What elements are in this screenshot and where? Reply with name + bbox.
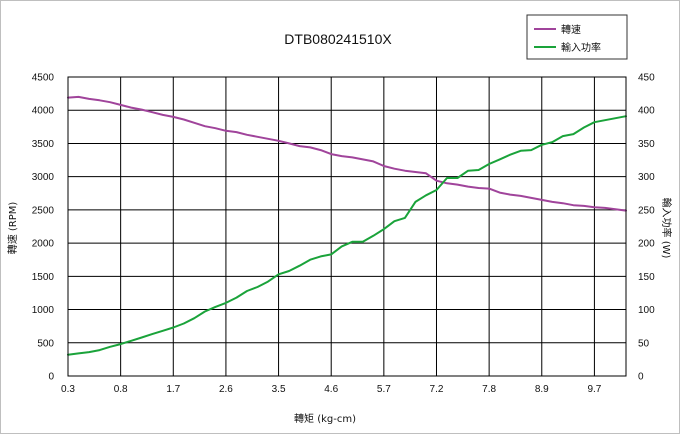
- series-layer: [67, 95, 627, 356]
- x-tick-label: 4.6: [324, 384, 338, 395]
- series-line-power: [67, 115, 627, 356]
- y-axis-right-title: 輸入功率 (W): [660, 198, 673, 259]
- x-tick-label: 3.5: [272, 384, 286, 395]
- y-right-tick-label: 400: [638, 106, 655, 117]
- y-right-tick-label: 0: [638, 372, 644, 383]
- y-right-tick-label: 100: [638, 305, 655, 316]
- series-line-speed: [67, 95, 627, 212]
- legend-box: [526, 14, 628, 60]
- grid: [67, 76, 626, 377]
- y-left-tick-label: 1500: [32, 272, 55, 283]
- x-tick-label: 0.3: [61, 384, 75, 395]
- plot-area: [68, 77, 626, 376]
- y-right-tick-label: 300: [638, 172, 655, 183]
- y-right-tick-label: 250: [638, 205, 655, 216]
- y-left-tick-label: 2000: [32, 239, 55, 250]
- legend-label-speed: 轉速: [561, 23, 581, 36]
- y-left-tick-label: 2500: [32, 205, 55, 216]
- x-tick-label: 9.7: [587, 384, 601, 395]
- y-right-tick-label: 50: [638, 338, 650, 349]
- legend-label-power: 輸入功率: [561, 41, 601, 54]
- axes: 0.3 0.8 1.7 2.6 3.5 4.6 5.7 7.2 7.8 8.9 9.7 0 0 500 50…: [32, 73, 655, 396]
- chart-title: DTB080241510X: [284, 31, 392, 47]
- y-left-tick-label: 3000: [32, 172, 55, 183]
- x-tick-label: 7.2: [430, 384, 444, 395]
- y-left-tick-label: 3500: [32, 139, 55, 150]
- x-tick-label: 1.7: [166, 384, 180, 395]
- y-left-tick-label: 500: [37, 338, 54, 349]
- plot-border: [67, 76, 627, 377]
- x-tick-label: 8.9: [535, 384, 549, 395]
- y-axis-left-title: 轉速 (RPM): [6, 202, 19, 255]
- x-tick-label: 5.7: [377, 384, 391, 395]
- y-left-tick-label: 1000: [32, 305, 55, 316]
- y-right-tick-label: 450: [638, 73, 655, 84]
- y-left-tick-label: 0: [48, 372, 54, 383]
- y-right-tick-label: 200: [638, 239, 655, 250]
- y-left-tick-label: 4000: [32, 106, 55, 117]
- x-tick-label: 2.6: [219, 384, 233, 395]
- legend: 轉速 輸入功率: [526, 14, 628, 60]
- x-axis-title: 轉矩 (kg-cm): [294, 412, 356, 425]
- x-tick-label: 7.8: [482, 384, 496, 395]
- x-tick-label: 0.8: [114, 384, 128, 395]
- y-right-tick-label: 350: [638, 139, 655, 150]
- y-right-tick-label: 150: [638, 272, 655, 283]
- y-left-tick-label: 4500: [32, 73, 55, 84]
